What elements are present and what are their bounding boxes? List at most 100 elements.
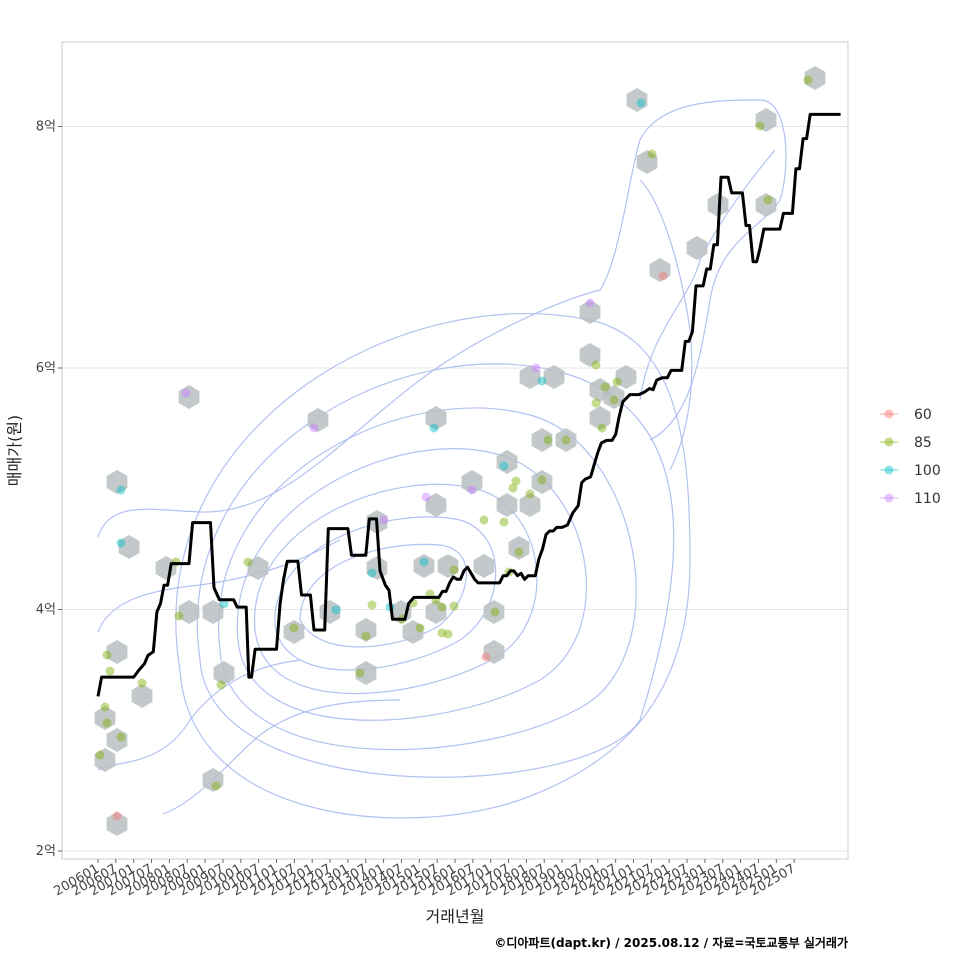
hexbin-cell [461,470,483,494]
hexbin-cell [283,620,305,644]
hexbin-cell [155,556,177,580]
hexbin-cell [425,493,447,517]
hexbin-cell [94,706,116,730]
transaction-point [367,600,377,610]
transaction-point [490,607,500,617]
transaction-point [636,98,646,108]
transaction-point [174,611,184,621]
transaction-point [116,538,126,548]
transaction-point [508,483,518,493]
hexbin-cell [579,343,601,367]
transaction-point [429,423,439,433]
hexbin-cell [106,728,128,752]
hexbin-cell [118,535,140,559]
hexbin-cell [178,600,200,624]
y-tick-label: 8억 [36,120,56,135]
transaction-point [211,781,221,791]
density-contour [162,699,401,815]
transaction-point [511,476,521,486]
hexbin-cell [483,640,505,664]
density-contour [299,543,467,648]
hexbin-cell [473,554,495,578]
transaction-point [331,605,341,615]
legend: 60 85 100 110 [880,407,941,507]
hexbin-layer [94,66,826,836]
transaction-point [467,485,477,495]
line-layer [96,112,841,697]
hexbin-cell [589,406,611,430]
price-trend-line [96,112,841,697]
hexbin-cell [543,365,565,389]
legend-item: 100 [880,463,941,479]
x-axis: 2006012006072007012007072008012008072009… [52,859,798,899]
legend-label: 100 [914,463,941,479]
density-contour [97,539,341,633]
hexbin-cell [531,470,553,494]
transaction-point [514,547,524,557]
transaction-point [137,678,147,688]
transaction-point [289,623,299,633]
transaction-point [102,718,112,728]
density-contour [639,149,776,401]
transaction-point [597,423,607,433]
legend-label: 85 [914,435,932,451]
hexbin-cell [307,408,329,432]
legend-key-dot [884,409,894,419]
legend-item: 110 [880,491,941,507]
transaction-point [181,388,191,398]
transaction-point [219,599,229,609]
transaction-point [421,492,431,502]
transaction-point [449,601,459,611]
transaction-point [243,557,253,567]
legend-key-dot [884,465,894,475]
transaction-point [585,298,595,308]
hexbin-cell [94,748,116,772]
hexbin-cell [519,493,541,517]
transaction-point [379,515,389,525]
hexbin-cell [425,406,447,430]
legend-key-dot [884,493,894,503]
hexbin-cell [213,661,235,685]
hexbin-cell [106,812,128,836]
transaction-point [419,557,429,567]
transaction-point [309,423,319,433]
hexbin-cell [636,150,658,174]
transaction-point [95,750,105,760]
transaction-point [116,485,126,495]
density-contour [639,179,693,471]
transaction-point [367,568,377,578]
transaction-point [612,377,622,387]
hexbin-cell [579,300,601,324]
hexbin-cell [413,554,435,578]
hexbin-cell [425,600,447,624]
hexbin-cell [649,258,671,282]
transaction-point [537,376,547,386]
transaction-point [591,398,601,408]
transaction-point [600,382,610,392]
y-tick-label: 6억 [36,361,56,376]
transaction-point [105,666,115,676]
transaction-point [100,702,110,712]
density-contour [236,448,587,721]
transaction-point [437,628,447,638]
transaction-point [449,565,459,575]
hexbin-cell [202,600,224,624]
transaction-point [171,557,181,567]
transaction-point [543,435,553,445]
transaction-point [361,631,371,641]
transaction-point [763,195,773,205]
hexbin-cell [615,365,637,389]
transaction-point [355,668,365,678]
y-axis: 2억 4억 6억 8억 [36,120,62,859]
source-caption: ©디아파트(dapt.kr) / 2025.08.12 / 자료=국토교통부 실… [494,935,848,950]
density-contour [175,312,691,819]
transaction-point [116,732,126,742]
hexbin-cell [603,385,625,409]
transaction-point [216,680,226,690]
density-contour [196,363,675,778]
hexbin-cell [437,554,459,578]
transaction-point [102,650,112,660]
transaction-point [537,475,547,485]
hexbin-cell [131,684,153,708]
